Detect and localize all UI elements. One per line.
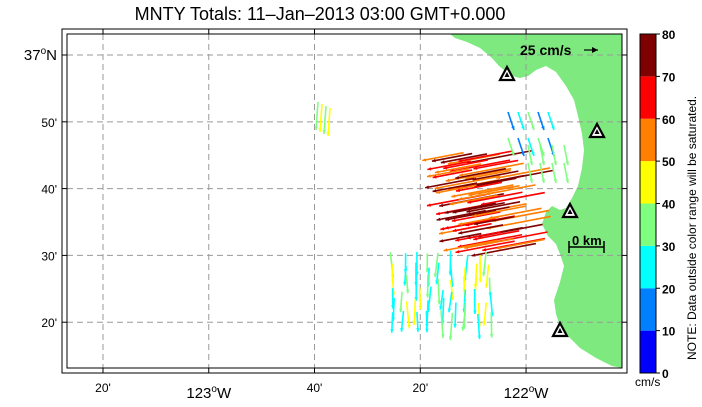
colorbar-tick-label: 10: [662, 325, 676, 339]
scale-vector-label: 25 cm/s: [520, 42, 572, 58]
colorbar-note: NOTE: Data outside color range will be s…: [685, 96, 699, 360]
colorbar-tick-label: 50: [662, 155, 676, 169]
lat-tick-label: 40': [41, 183, 57, 197]
colorbar-tick-label: 30: [662, 240, 676, 254]
lat-tick-label: 50': [41, 116, 57, 130]
land-area: [450, 34, 622, 368]
colorbar-tick-label: 20: [662, 282, 676, 296]
colorbar-tick-label: 70: [662, 70, 676, 84]
lon-tick-label: 20': [95, 381, 111, 395]
lat-tick-label: 30': [41, 249, 57, 263]
colorbar: 0 10 20 30 40 50 60 70 80: [639, 28, 676, 381]
colorbar-tick-label: 40: [662, 198, 676, 212]
km-scale-label: 0 km: [572, 233, 602, 248]
chart-title: MNTY Totals: 11–Jan–2013 03:00 GMT+0.000: [134, 4, 506, 24]
lat-tick-label: 37oN: [24, 46, 57, 64]
current-vectors: [314, 101, 569, 341]
colorbar-tick-label: 0: [662, 367, 669, 381]
colorbar-tick-label: 60: [662, 113, 676, 127]
lon-tick-label: 20': [412, 381, 428, 395]
colorbar-segment: [640, 245, 656, 289]
lon-tick-label: 123oW: [186, 384, 232, 402]
map-border: [66, 33, 623, 369]
colorbar-segment: [640, 34, 656, 77]
axis-ticks: 20' 123oW 40' 20' 122oW 37oN 50' 40' 30' 20': [24, 29, 627, 402]
colorbar-segment: [640, 330, 656, 373]
colorbar-segment: [640, 161, 656, 204]
colorbar-segment: [640, 118, 656, 162]
lat-tick-label: 20': [41, 316, 57, 330]
km-scale-bar: 0 km: [568, 233, 605, 253]
colorbar-segment: [640, 203, 656, 246]
lon-tick-label: 122oW: [504, 384, 550, 402]
colorbar-segment: [640, 76, 656, 119]
colorbar-tick-label: 80: [662, 28, 676, 42]
radar-stations: [498, 64, 606, 338]
grid-lines: [67, 34, 622, 368]
colorbar-segment: [640, 288, 656, 331]
map-frame: [67, 34, 635, 372]
lon-tick-label: 40': [307, 381, 323, 395]
colorbar-unit: cm/s: [635, 375, 660, 389]
